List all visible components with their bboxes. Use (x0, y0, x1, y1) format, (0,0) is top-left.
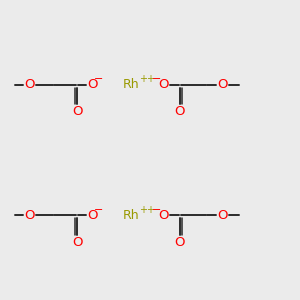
Text: O: O (87, 78, 97, 91)
Text: O: O (218, 209, 228, 222)
Text: O: O (218, 78, 228, 91)
Text: −: − (94, 74, 103, 84)
Text: O: O (72, 236, 83, 249)
Text: ++: ++ (139, 205, 155, 215)
Text: −: − (94, 205, 103, 215)
Text: −: − (152, 74, 161, 84)
Text: O: O (175, 236, 185, 249)
Text: O: O (158, 78, 169, 91)
Text: O: O (24, 78, 35, 91)
Text: Rh: Rh (122, 78, 139, 91)
Text: Rh: Rh (122, 209, 139, 222)
Text: O: O (158, 209, 169, 222)
Text: O: O (87, 209, 97, 222)
Text: ++: ++ (139, 74, 155, 84)
Text: O: O (175, 105, 185, 118)
Text: −: − (152, 205, 161, 215)
Text: O: O (24, 209, 35, 222)
Text: O: O (72, 105, 83, 118)
